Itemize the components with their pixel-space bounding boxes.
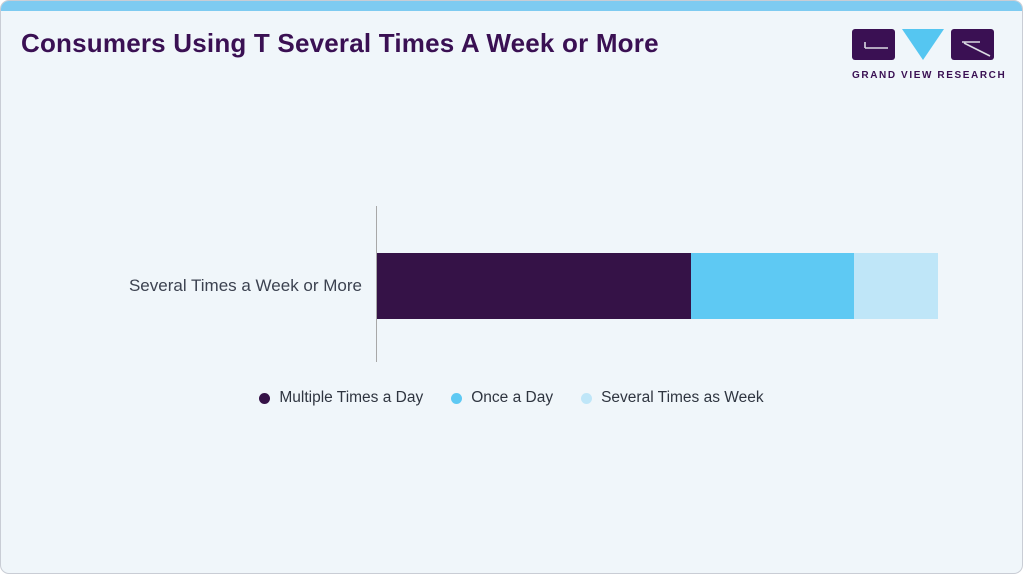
gvr-logo-icon	[852, 29, 994, 60]
logo-text: GRAND VIEW RESEARCH	[852, 70, 1007, 81]
page-title: Consumers Using T Several Times A Week o…	[21, 28, 659, 58]
logo-g-block	[852, 29, 895, 60]
stacked-bar	[377, 253, 938, 319]
accent-bar	[1, 1, 1022, 11]
legend-item-multiple-times-a-day[interactable]: Multiple Times a Day	[259, 389, 423, 407]
legend-item-several-times-as-week[interactable]: Several Times as Week	[581, 389, 764, 407]
bar-segment-3[interactable]	[853, 253, 938, 319]
legend-dot-icon	[451, 392, 463, 404]
category-label: Several Times a Week or More	[128, 276, 362, 295]
gvr-logo: GRAND VIEW RESEARCH	[852, 29, 1007, 81]
legend-label: Multiple Times a Day	[279, 389, 424, 406]
logo-v-triangle-icon	[902, 29, 944, 60]
y-axis-line	[376, 206, 377, 362]
legend-dot-icon	[259, 392, 271, 404]
legend: Multiple Times a Day Once a Day Several …	[1, 389, 1022, 407]
bar-segment-2[interactable]	[691, 253, 854, 319]
legend-label: Once a Day	[471, 389, 554, 406]
bar-segment-1[interactable]	[377, 253, 692, 319]
legend-label: Several Times as Week	[601, 389, 764, 406]
legend-item-once-a-day[interactable]: Once a Day	[451, 389, 553, 407]
legend-dot-icon	[581, 392, 593, 404]
